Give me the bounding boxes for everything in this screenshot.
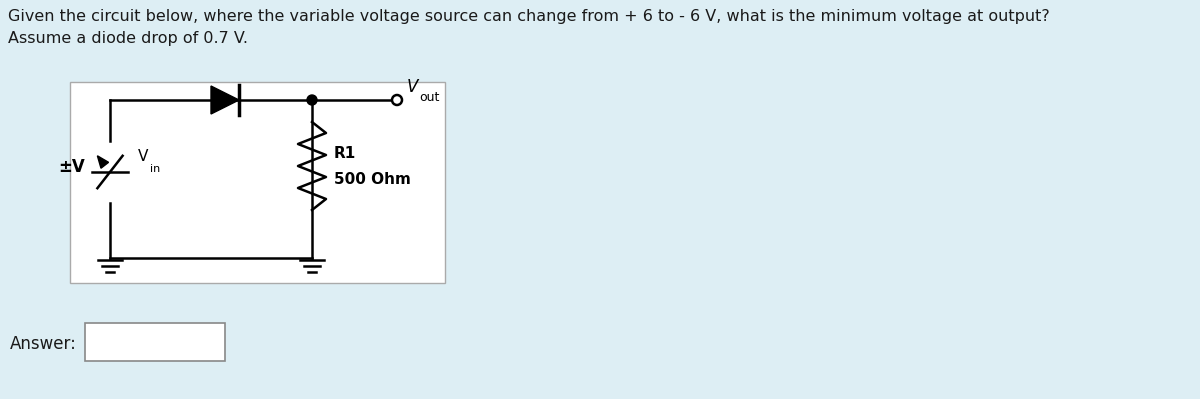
- Circle shape: [392, 95, 402, 105]
- Polygon shape: [97, 156, 108, 168]
- Bar: [70, 82, 445, 283]
- Text: ±V: ±V: [59, 158, 85, 176]
- Text: out: out: [419, 91, 439, 104]
- Text: Assume a diode drop of 0.7 V.: Assume a diode drop of 0.7 V.: [8, 31, 248, 46]
- Text: 500 Ohm: 500 Ohm: [334, 172, 410, 188]
- Text: V: V: [138, 149, 149, 164]
- Text: Given the circuit below, where the variable voltage source can change from + 6 t: Given the circuit below, where the varia…: [8, 9, 1050, 24]
- Text: in: in: [150, 164, 161, 174]
- Text: Answer:: Answer:: [10, 335, 77, 353]
- Text: R1: R1: [334, 146, 356, 162]
- Circle shape: [307, 95, 317, 105]
- Text: V: V: [407, 78, 419, 96]
- Polygon shape: [211, 86, 239, 114]
- Bar: [85, 323, 226, 361]
